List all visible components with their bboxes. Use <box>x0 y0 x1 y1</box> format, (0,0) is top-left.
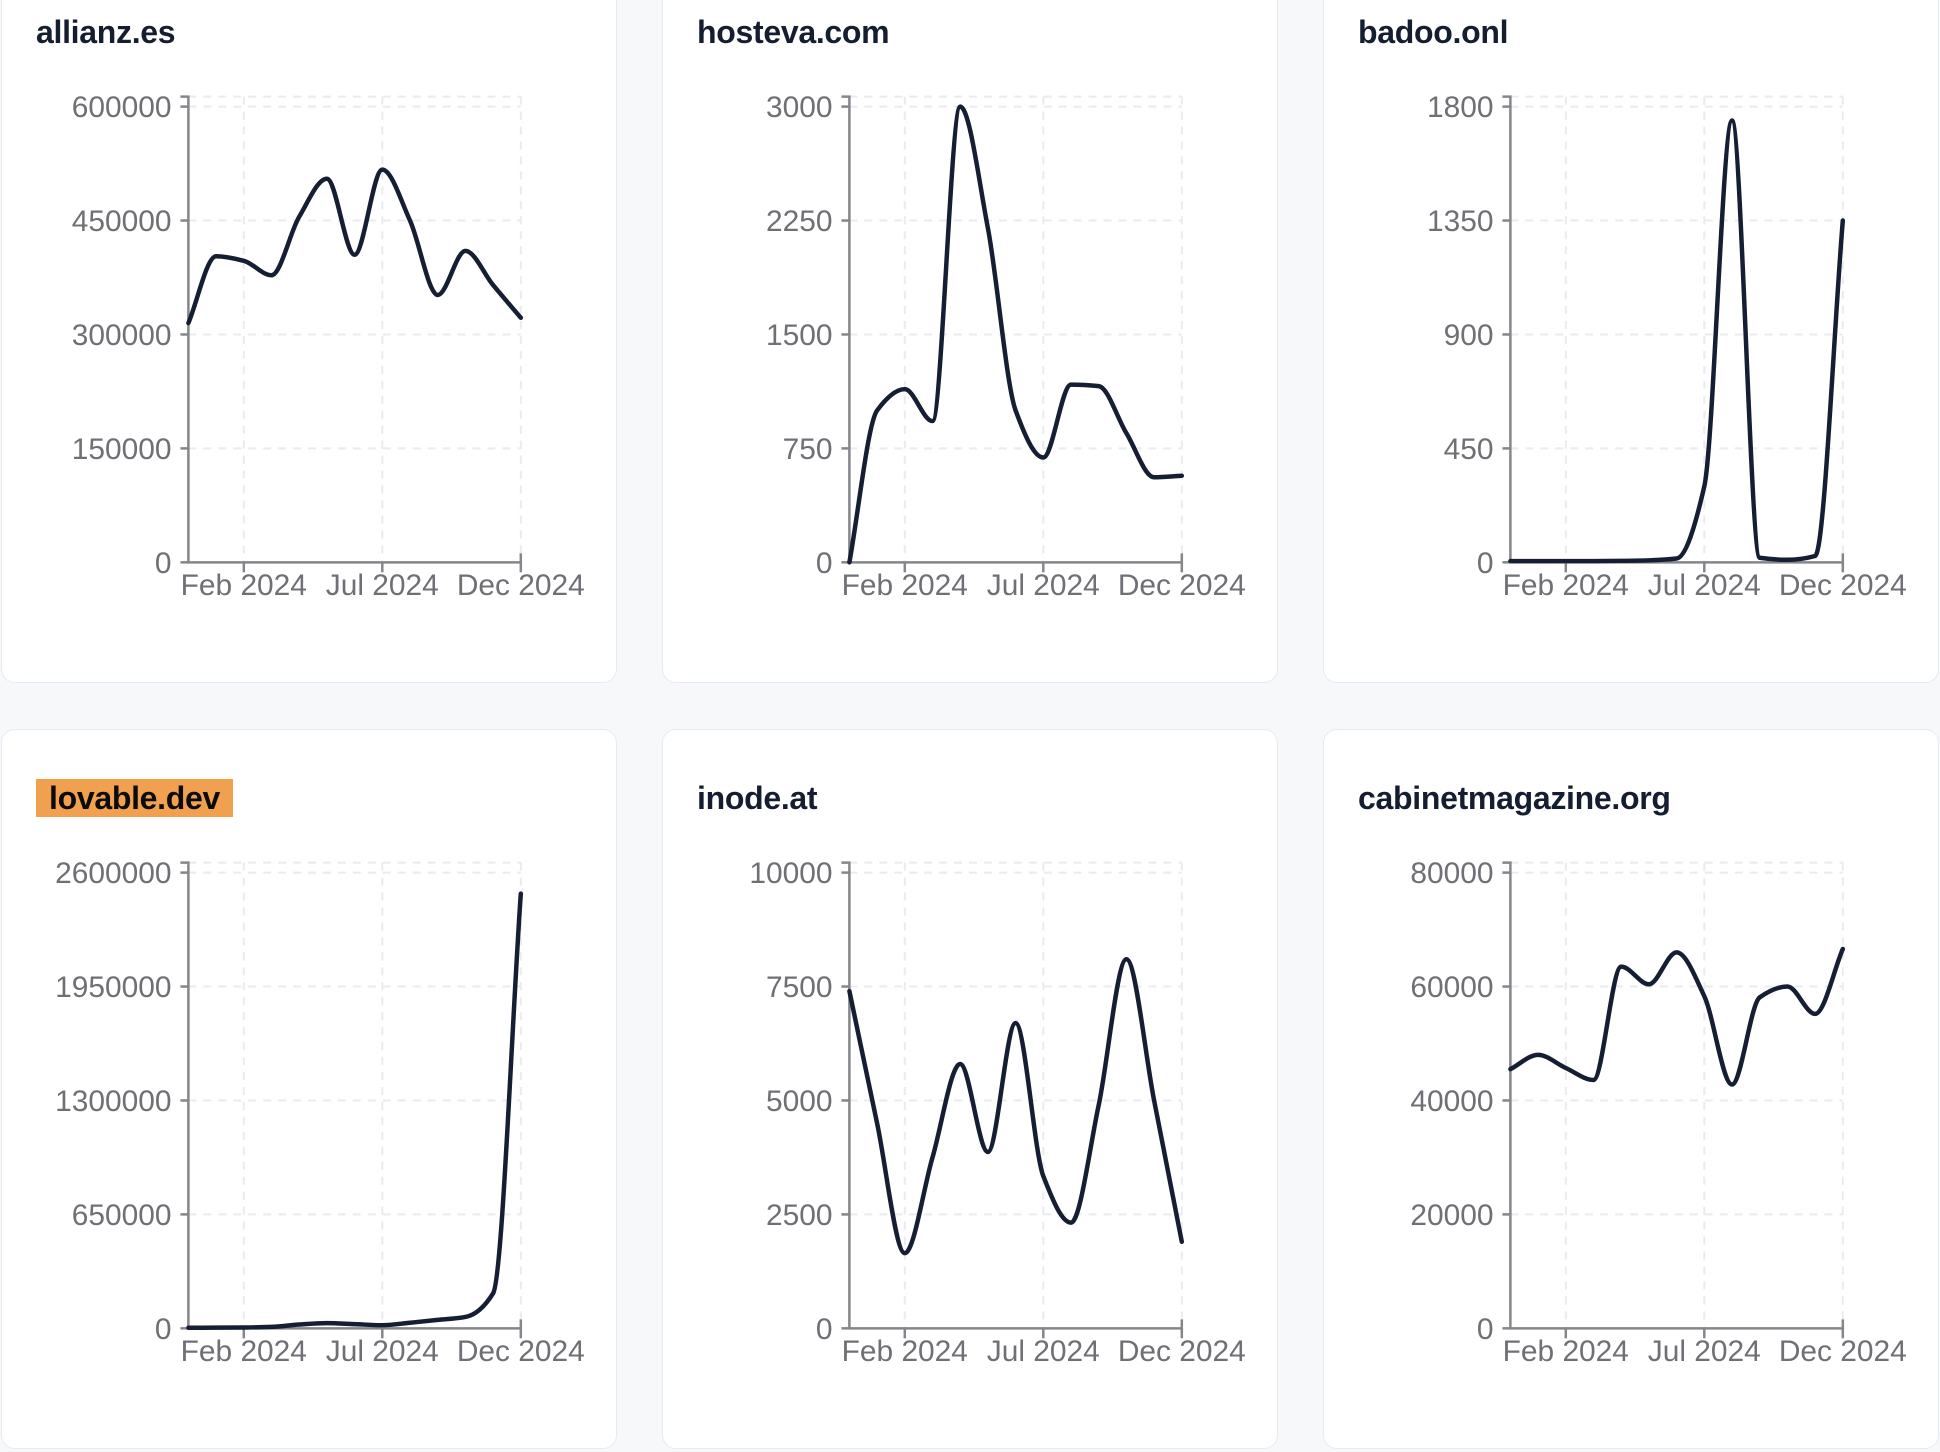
y-tick-label: 900 <box>1444 319 1494 352</box>
y-tick-label: 0 <box>1477 1313 1494 1346</box>
chart-title: lovable.dev <box>36 779 233 817</box>
y-tick-label: 2500 <box>766 1199 832 1232</box>
y-tick-label: 1300000 <box>55 1085 171 1118</box>
line-chart: 0 650000 1300000 1950000 2600000 Feb 2024 Jul … <box>55 857 585 1368</box>
chart-title: badoo.onl <box>1358 13 1508 51</box>
chart-card-badoo-onl[interactable]: badoo.onl 0 450 900 1350 1800 Feb 2024 Jul 202… <box>1323 0 1939 683</box>
y-tick-label: 40000 <box>1410 1085 1493 1118</box>
chart-title: cabinetmagazine.org <box>1358 779 1671 817</box>
axis-domain <box>841 95 1184 564</box>
y-tick-label: 0 <box>155 1313 172 1346</box>
x-tick-label: Jul 2024 <box>987 1335 1100 1368</box>
y-tick-label: 0 <box>155 547 172 580</box>
chart-card-allianz-es[interactable]: allianz.es 0 150000 300000 450000 600000 Feb … <box>1 0 617 683</box>
y-tick-label: 60000 <box>1410 971 1493 1004</box>
y-tick-label: 0 <box>816 1313 833 1346</box>
y-tick-label: 600000 <box>72 91 172 124</box>
traffic-series-line <box>186 891 524 1331</box>
domain-label: hosteva.com <box>697 14 890 50</box>
x-tick-label: Feb 2024 <box>181 569 307 602</box>
x-tick-label: Dec 2024 <box>1118 569 1246 602</box>
x-tick-label: Feb 2024 <box>842 1335 968 1368</box>
traffic-series-line <box>186 167 524 326</box>
y-tick-label: 1950000 <box>55 971 171 1004</box>
x-tick-label: Dec 2024 <box>457 1335 585 1368</box>
axis-domain <box>841 861 1184 1330</box>
chart-card-inode-at[interactable]: inode.at 0 2500 5000 7500 10000 Feb 2024 Jul 2… <box>662 729 1278 1449</box>
traffic-series-line <box>1508 946 1846 1087</box>
chart-title: inode.at <box>697 779 818 817</box>
x-tick-label: Dec 2024 <box>1779 569 1907 602</box>
x-tick-label: Feb 2024 <box>181 1335 307 1368</box>
x-tick-label: Jul 2024 <box>326 1335 439 1368</box>
line-chart: 0 2500 5000 7500 10000 Feb 2024 Jul 2024 Dec 20… <box>749 857 1246 1368</box>
domain-label: allianz.es <box>36 14 176 50</box>
chart-card-lovable-dev[interactable]: lovable.dev 0 650000 1300000 1950000 2600000… <box>1 729 617 1449</box>
traffic-series-line <box>847 104 1185 565</box>
y-tick-label: 450000 <box>72 205 172 238</box>
domain-label: badoo.onl <box>1358 14 1509 50</box>
y-tick-label: 5000 <box>766 1085 832 1118</box>
y-tick-label: 450 <box>1444 433 1494 466</box>
traffic-series-line <box>847 956 1185 1256</box>
axis-domain <box>180 95 523 564</box>
line-chart: 0 450 900 1350 1800 Feb 2024 Jul 2024 Dec 2024 <box>1427 91 1907 602</box>
y-tick-label: 20000 <box>1410 1199 1493 1232</box>
x-tick-label: Feb 2024 <box>842 569 968 602</box>
y-tick-label: 1800 <box>1427 91 1493 124</box>
y-tick-label: 10000 <box>749 857 832 890</box>
y-tick-label: 7500 <box>766 971 832 1004</box>
x-tick-label: Dec 2024 <box>1779 1335 1907 1368</box>
axis-domain <box>1502 861 1845 1330</box>
x-tick-label: Jul 2024 <box>1648 1335 1761 1368</box>
chart-title: allianz.es <box>36 13 176 51</box>
domain-label: inode.at <box>697 780 818 816</box>
y-tick-label: 2600000 <box>55 857 171 890</box>
y-tick-label: 80000 <box>1410 857 1493 890</box>
x-tick-label: Jul 2024 <box>1648 569 1761 602</box>
domain-label: cabinetmagazine.org <box>1358 780 1671 816</box>
y-tick-label: 1350 <box>1427 205 1493 238</box>
y-tick-label: 0 <box>1477 547 1494 580</box>
x-tick-label: Dec 2024 <box>457 569 585 602</box>
line-chart: 0 750 1500 2250 3000 Feb 2024 Jul 2024 Dec 2024 <box>766 91 1246 602</box>
y-tick-label: 750 <box>783 433 833 466</box>
y-tick-label: 0 <box>816 547 833 580</box>
x-tick-label: Feb 2024 <box>1503 569 1629 602</box>
chart-card-hosteva-com[interactable]: hosteva.com 0 750 1500 2250 3000 Feb 2024 Jul … <box>662 0 1278 683</box>
chart-card-cabinetmagazine-org[interactable]: cabinetmagazine.org 0 20000 40000 60000 8000… <box>1323 729 1939 1449</box>
x-tick-label: Jul 2024 <box>326 569 439 602</box>
chart-title: hosteva.com <box>697 13 890 51</box>
x-tick-label: Jul 2024 <box>987 569 1100 602</box>
traffic-series-line <box>1508 118 1846 564</box>
y-tick-label: 1500 <box>766 319 832 352</box>
y-tick-label: 150000 <box>72 433 172 466</box>
axis-domain <box>1502 95 1845 564</box>
y-tick-label: 300000 <box>72 319 172 352</box>
x-tick-label: Dec 2024 <box>1118 1335 1246 1368</box>
y-tick-label: 650000 <box>72 1199 172 1232</box>
line-chart: 0 150000 300000 450000 600000 Feb 2024 Jul 202… <box>72 91 585 602</box>
x-tick-label: Feb 2024 <box>1503 1335 1629 1368</box>
line-chart: 0 20000 40000 60000 80000 Feb 2024 Jul 2024 Dec… <box>1410 857 1907 1368</box>
domain-label-highlighted: lovable.dev <box>36 779 233 817</box>
y-tick-label: 3000 <box>766 91 832 124</box>
y-tick-label: 2250 <box>766 205 832 238</box>
axis-domain <box>180 861 523 1330</box>
